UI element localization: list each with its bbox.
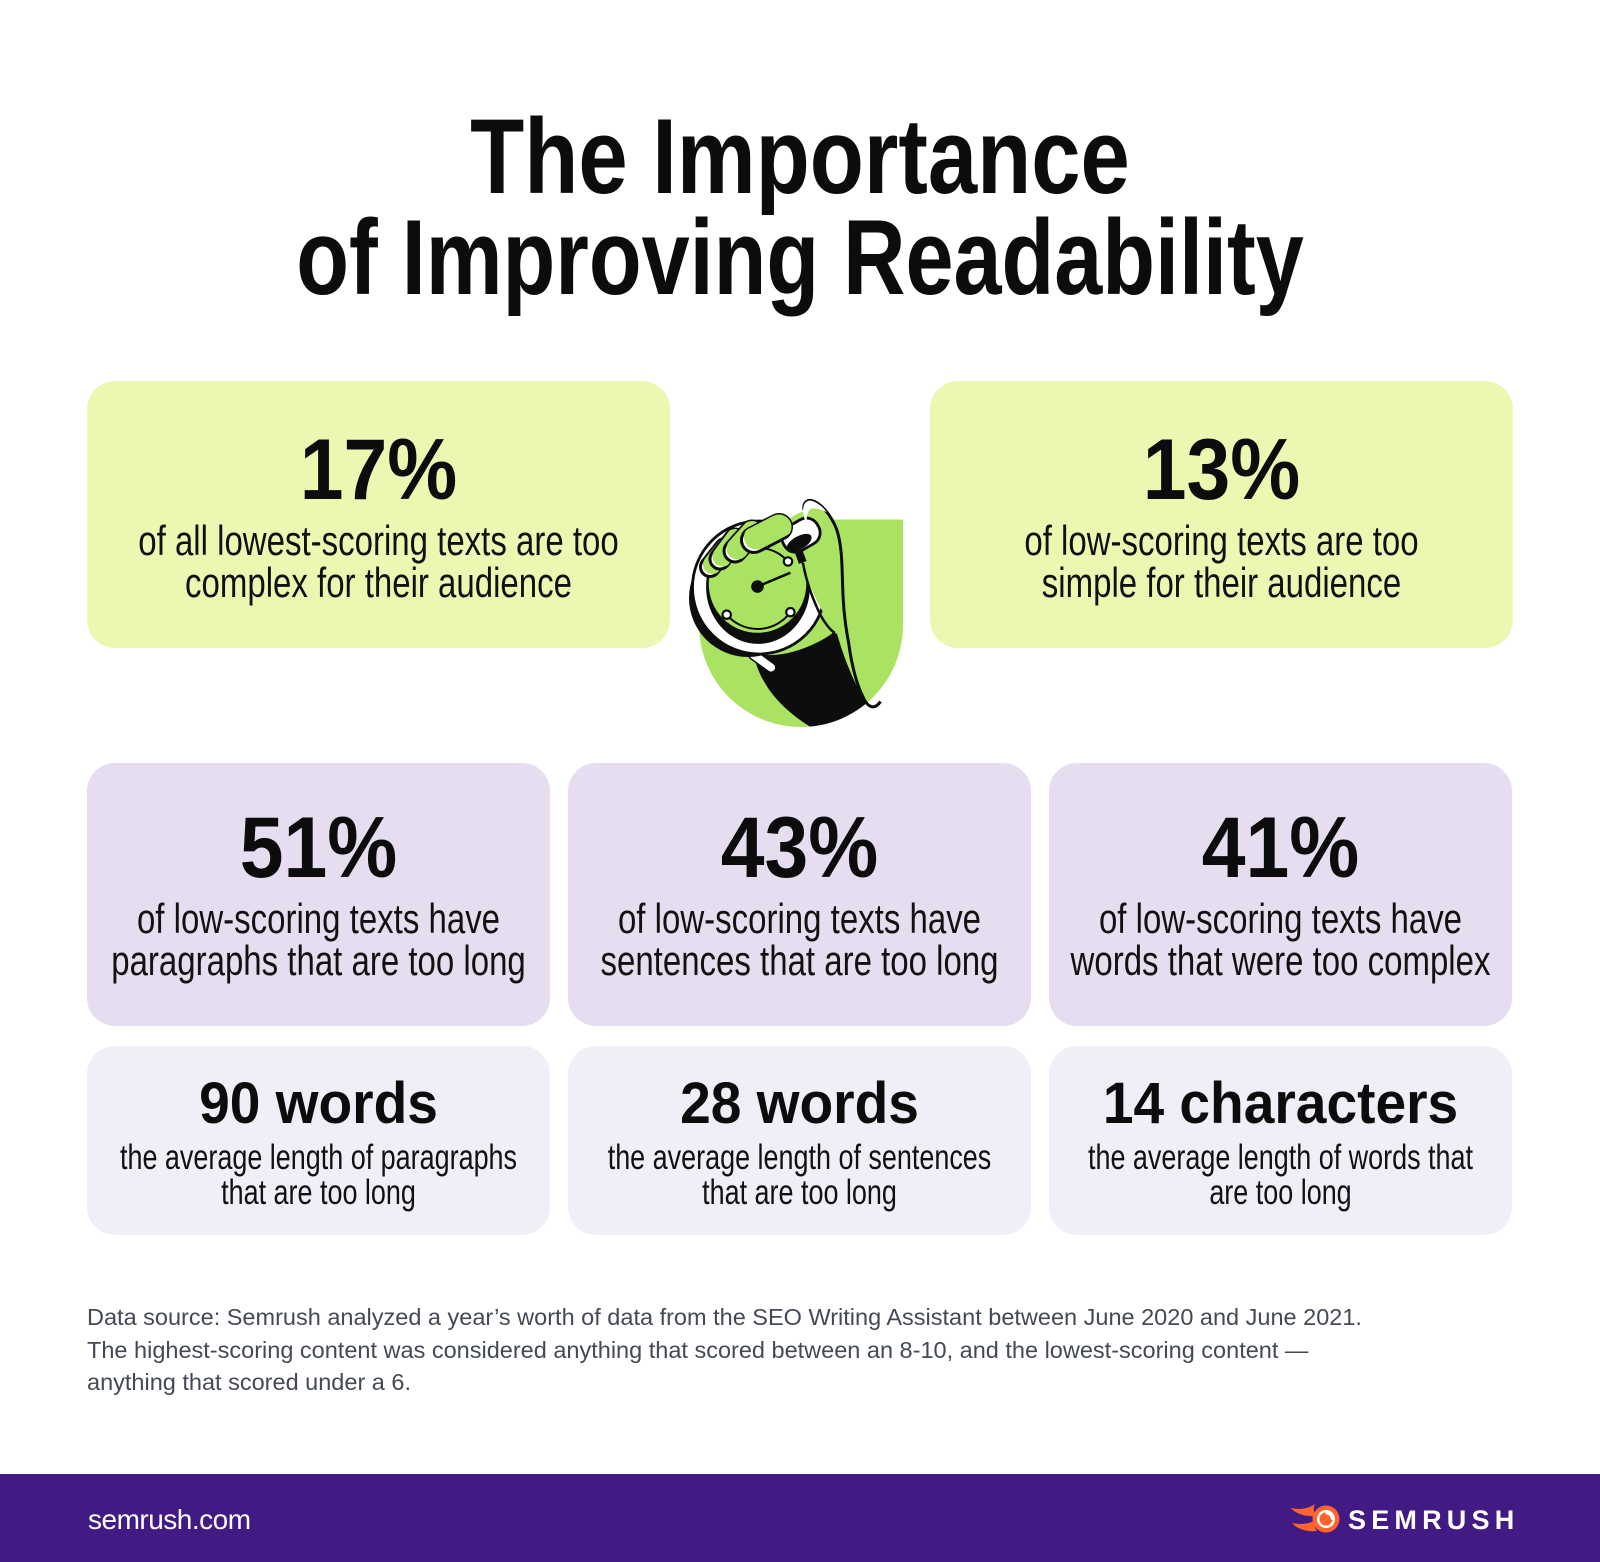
svg-text:SEMRUSH: SEMRUSH [1348,1505,1513,1535]
